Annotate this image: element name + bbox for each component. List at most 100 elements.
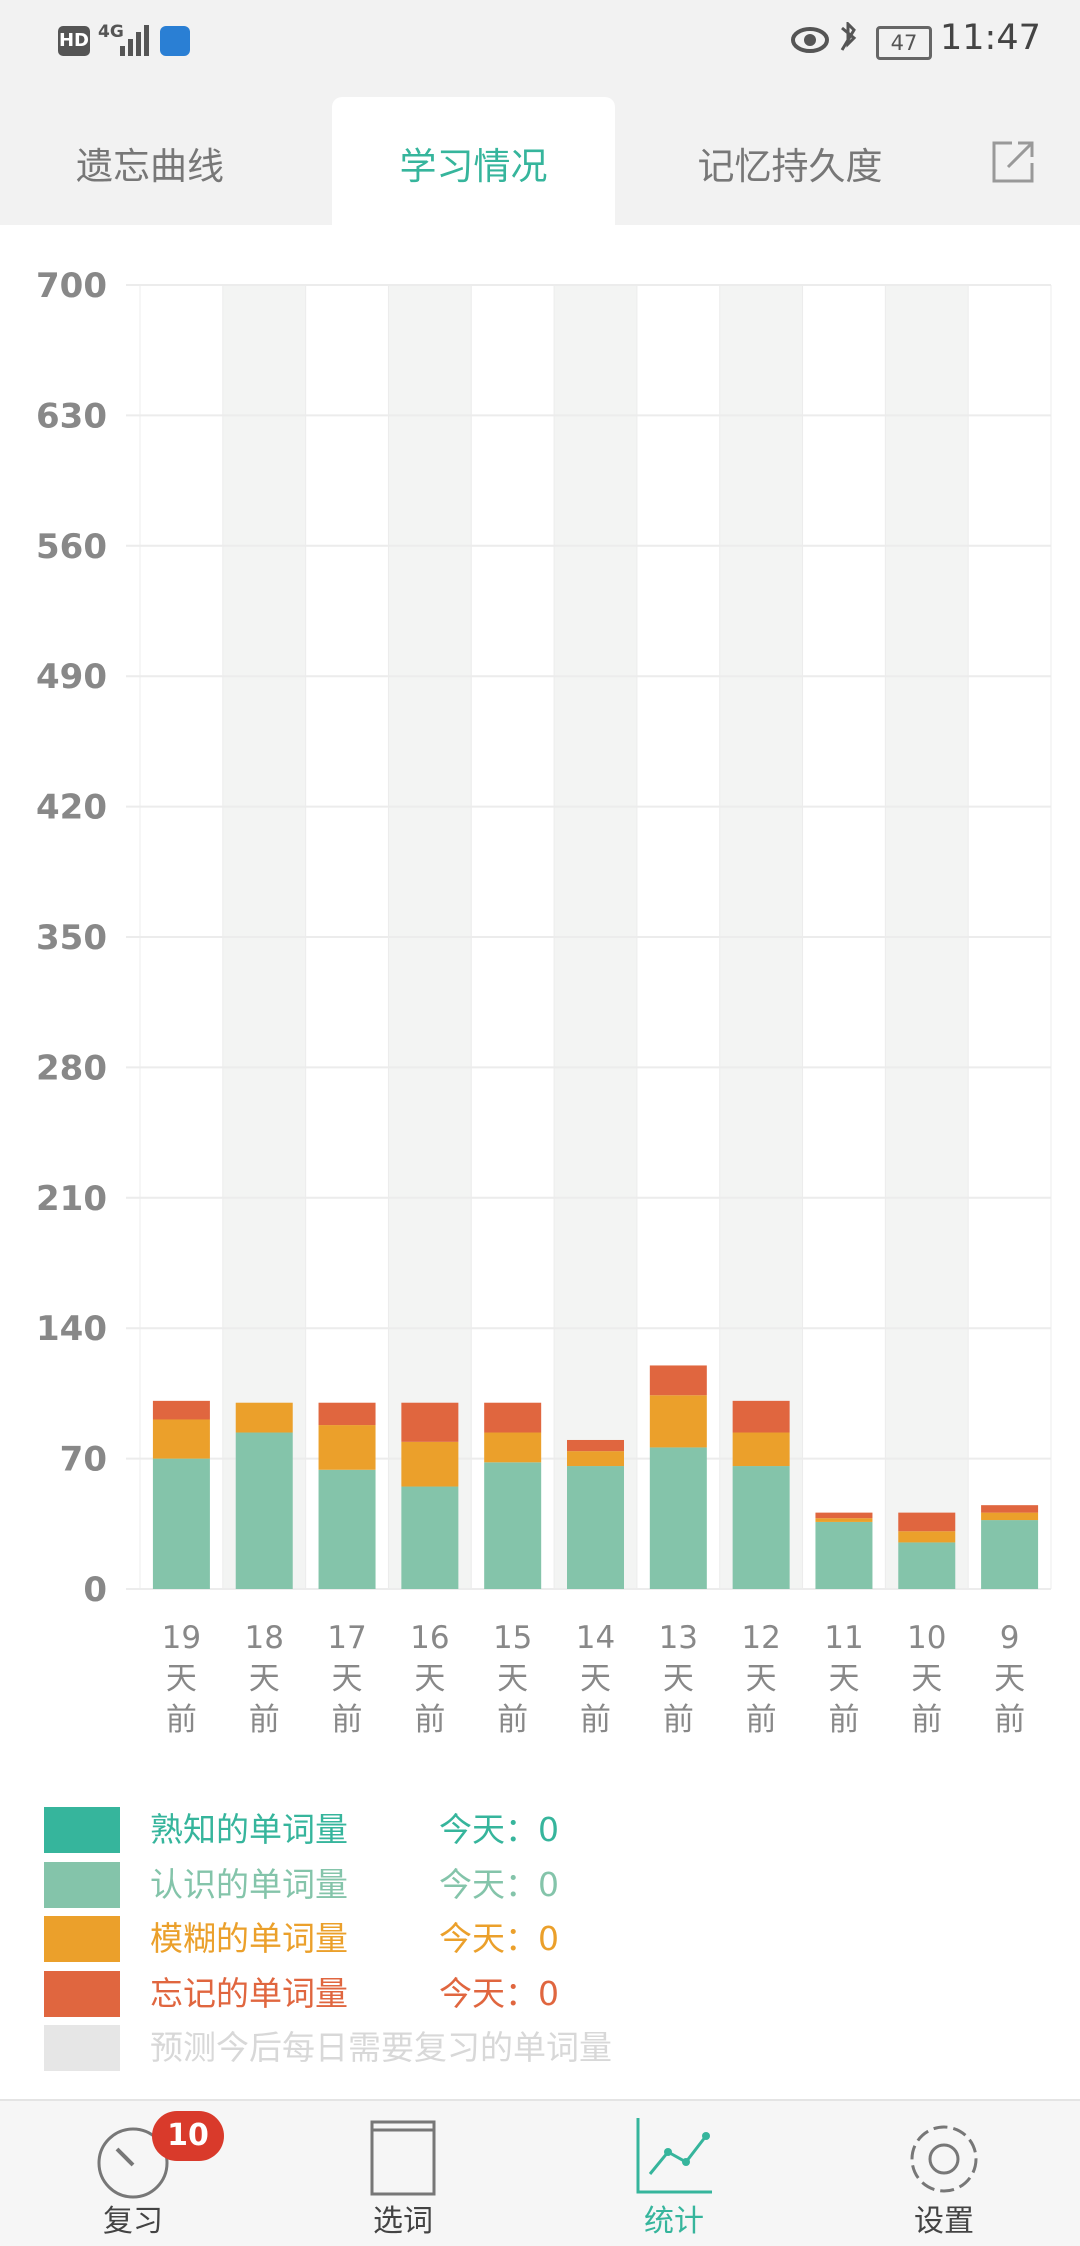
bar-segment (152, 1458, 210, 1589)
y-tick-label: 490 (36, 657, 107, 697)
share-button[interactable] (990, 139, 1036, 185)
y-tick-label: 420 (36, 788, 107, 828)
y-tick-label: 280 (36, 1048, 107, 1088)
bar-segment (649, 1447, 707, 1589)
bar-segment (815, 1512, 873, 1519)
network: 4G (98, 22, 124, 42)
legend-label: 预测今后每日需要复习的单词量 (150, 2028, 612, 2067)
bar-segment (815, 1521, 873, 1589)
bar-segment (981, 1505, 1039, 1513)
bottom-nav: 10 复习 选词 统计 设置 (0, 2099, 1080, 2246)
bar-segment (235, 1402, 293, 1433)
bar-segment (898, 1542, 956, 1589)
legend-swatch (44, 1861, 120, 1908)
legend-swatch (44, 1807, 120, 1853)
chart: 0 70 140 210 280 350 420 490 560 630 700 (36, 266, 1052, 1610)
tab[interactable]: 记忆持久度 (697, 145, 883, 188)
bar-segment (567, 1466, 624, 1589)
x-tick-label: 11天前 (824, 1620, 864, 1738)
y-tick-label: 350 (36, 918, 107, 958)
nav-label[interactable]: 设置 (914, 2204, 974, 2239)
bar-segment (732, 1466, 790, 1589)
x-tick-label: 12天前 (741, 1620, 781, 1738)
bar-segment (401, 1402, 459, 1442)
legend-item: 认识的单词量 今天：0 (44, 1861, 1044, 1908)
bar-segment (235, 1432, 293, 1589)
y-tick-label: 630 (36, 396, 107, 436)
legend-label: 忘记的单词量 (150, 1973, 348, 2013)
x-tick-label: 15天前 (492, 1620, 533, 1738)
bar-segment (981, 1512, 1039, 1521)
today-label: 今天： (439, 1810, 538, 1849)
legend-label: 熟知的单词量 (150, 1810, 348, 1849)
today-value: 0 (538, 1810, 559, 1849)
bar-segment (318, 1425, 376, 1470)
signal-icons (120, 25, 190, 56)
today-value: 0 (538, 1919, 559, 1958)
bar-segment (898, 1531, 956, 1543)
today-value: 0 (538, 1864, 559, 1904)
bar-segment (484, 1432, 542, 1463)
hd-icon: HD (58, 26, 90, 56)
nav-label[interactable]: 统计 (644, 2204, 704, 2239)
bar-segment (732, 1400, 790, 1433)
x-tick-label: 17天前 (327, 1620, 367, 1738)
bar-segment (401, 1441, 459, 1487)
bar-segment (152, 1419, 210, 1459)
x-tick-label: 13天前 (658, 1620, 699, 1738)
bar-segment (484, 1462, 542, 1589)
legend-swatch (44, 2025, 120, 2071)
bar-segment (649, 1365, 707, 1396)
y-tick-label: 0 (83, 1570, 107, 1610)
battery: 47 (876, 26, 932, 60)
clock: 11:47 (940, 18, 1041, 58)
today-count: 今天：0 (439, 1916, 559, 1962)
bar-segment (318, 1469, 376, 1589)
x-tick-label: 14天前 (575, 1620, 616, 1738)
bar-segment (898, 1512, 956, 1532)
nav-label[interactable]: 选词 (373, 2204, 433, 2239)
y-tick-label: 70 (60, 1440, 107, 1480)
nav-label[interactable]: 复习 (103, 2204, 163, 2239)
bar-segment (484, 1402, 542, 1433)
today-count: 今天：0 (439, 1971, 559, 2017)
y-tick-label: 560 (36, 527, 107, 567)
legend-label: 认识的单词量 (150, 1864, 348, 1904)
today-label: 今天： (439, 1919, 538, 1958)
settings-icon[interactable] (904, 2119, 984, 2199)
legend-item: 模糊的单词量 今天：0 (44, 1916, 1044, 1962)
words-icon[interactable] (368, 2116, 438, 2196)
legend-swatch (44, 1970, 120, 2017)
x-tick-label: 18天前 (244, 1620, 284, 1738)
review-icon[interactable] (93, 2121, 173, 2201)
legend-label: 模糊的单词量 (150, 1919, 348, 1958)
bar-segment (815, 1518, 873, 1522)
legend-item: 熟知的单词量 今天：0 (44, 1807, 1044, 1853)
bar-segment (567, 1439, 624, 1452)
legend-item: 预测今后每日需要复习的单词量 (44, 2025, 1044, 2071)
bar-segment (981, 1520, 1039, 1589)
bar-segment (567, 1451, 624, 1467)
bar-segment (401, 1486, 459, 1589)
status-bar: HD 4G 47 11:47 (0, 0, 1080, 97)
y-tick-label: 140 (36, 1309, 107, 1349)
today-label: 今天： (439, 1973, 538, 2013)
x-tick-label: 9天前 (994, 1620, 1026, 1738)
today-count: 今天：0 (439, 1807, 559, 1853)
badge: 10 (152, 2111, 224, 2161)
x-tick-label: 10天前 (907, 1620, 947, 1738)
bar-segment (649, 1395, 707, 1448)
tab[interactable]: 遗忘曲线 (76, 145, 224, 188)
y-tick-label: 210 (36, 1179, 107, 1219)
stats-icon[interactable] (636, 2116, 716, 2196)
bar-segment (732, 1432, 790, 1467)
tab-active[interactable]: 学习情况 (332, 97, 615, 225)
legend-item: 忘记的单词量 今天：0 (44, 1970, 1044, 2017)
today-count: 今天：0 (439, 1862, 559, 1908)
today-value: 0 (538, 1973, 559, 2013)
eye-bt-icons (791, 22, 857, 53)
today-label: 今天： (439, 1864, 538, 1904)
bar-segment (318, 1402, 376, 1426)
x-tick-label: 16天前 (410, 1620, 450, 1738)
